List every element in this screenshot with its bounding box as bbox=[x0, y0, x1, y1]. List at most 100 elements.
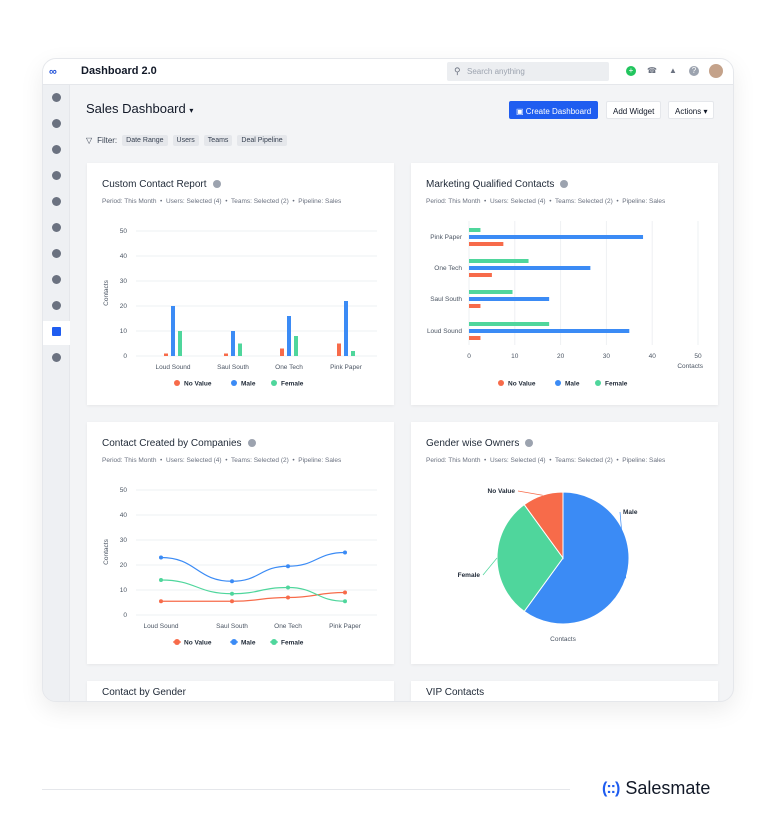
email-icon[interactable] bbox=[52, 275, 61, 284]
app-logo-icon[interactable]: ∞ bbox=[49, 66, 57, 78]
x-axis-label: Contacts bbox=[550, 636, 576, 643]
x-tick-label: 30 bbox=[603, 353, 611, 360]
legend-label: Male bbox=[241, 640, 256, 647]
y-axis-label: Contacts bbox=[103, 538, 110, 564]
pie-leader-line bbox=[517, 490, 543, 496]
help-icon[interactable] bbox=[247, 439, 256, 448]
help-icon[interactable] bbox=[525, 439, 534, 448]
legend-label: No Value bbox=[184, 381, 212, 388]
x-tick-label: Saul South bbox=[217, 364, 249, 371]
products-icon[interactable] bbox=[52, 223, 61, 232]
bar-female bbox=[469, 259, 529, 263]
page-title[interactable]: Sales Dashboard ▾ bbox=[86, 101, 193, 116]
filter-chip-users[interactable]: Users bbox=[172, 135, 199, 146]
card-title-text: Marketing Qualified Contacts bbox=[426, 179, 555, 190]
bar-no-value bbox=[337, 343, 341, 356]
chevron-down-icon: ▾ bbox=[189, 106, 194, 115]
legend-marker-no-value bbox=[174, 380, 180, 386]
meta-users: Users: Selected (4) bbox=[165, 457, 222, 464]
tasks-icon[interactable] bbox=[52, 171, 61, 180]
filter-chip-teams[interactable]: Teams bbox=[203, 135, 233, 146]
card-meta: Period: This Month • Users: Selected (4)… bbox=[102, 457, 342, 464]
card-marketing-qualified-contacts: Marketing Qualified Contacts Period: Thi… bbox=[411, 163, 718, 405]
card-title: Contact by Gender bbox=[102, 687, 186, 698]
brand-name: Salesmate bbox=[625, 778, 711, 798]
companies-icon[interactable] bbox=[52, 145, 61, 154]
dashboard-icon[interactable] bbox=[52, 93, 61, 102]
x-tick-label: 50 bbox=[694, 353, 702, 360]
create-dashboard-button[interactable]: ▣ Create Dashboard bbox=[509, 101, 599, 119]
legend-label: Female bbox=[281, 640, 304, 647]
meta-period: Period: This Month bbox=[426, 198, 481, 205]
actions-button[interactable]: Actions ▾ bbox=[668, 101, 715, 119]
help-icon[interactable]: ? bbox=[689, 66, 699, 76]
legend-label: No Value bbox=[508, 381, 536, 388]
x-tick-label: 20 bbox=[557, 353, 565, 360]
x-tick-label: One Tech bbox=[274, 623, 302, 630]
y-tick-label: 40 bbox=[120, 512, 128, 519]
chart-svg: 0 10 20 30 40 50 Contacts Loud Sound Saul South O… bbox=[103, 228, 377, 388]
meta-period: Period: This Month bbox=[102, 198, 157, 205]
help-icon[interactable] bbox=[212, 180, 221, 189]
pie-slice-female bbox=[496, 503, 564, 613]
card-title-text: Contact Created by Companies bbox=[102, 438, 242, 449]
card-contact-by-gender: Contact by Gender bbox=[87, 681, 394, 701]
filter-icon: ▽ bbox=[86, 136, 93, 145]
meta-pipeline: Pipeline: Sales bbox=[298, 457, 342, 464]
bar-no-value bbox=[469, 304, 481, 308]
pie-label: Female bbox=[458, 572, 481, 579]
search-input[interactable]: ⚲ Search anything bbox=[447, 62, 609, 81]
chat-icon[interactable] bbox=[52, 249, 61, 258]
meta-teams: Teams: Selected (2) bbox=[230, 198, 289, 205]
card-meta: Period: This Month • Users: Selected (4)… bbox=[426, 457, 666, 464]
meta-period: Period: This Month bbox=[426, 457, 481, 464]
bar-male bbox=[287, 316, 291, 356]
inbox-icon[interactable] bbox=[52, 301, 61, 310]
point-male bbox=[159, 555, 163, 560]
bell-icon[interactable]: ▲ bbox=[669, 66, 677, 75]
pie-label: Male bbox=[623, 509, 638, 516]
meta-pipeline: Pipeline: Sales bbox=[298, 198, 342, 205]
phone-icon[interactable]: ☎ bbox=[647, 66, 657, 75]
pie-leader-line bbox=[619, 511, 627, 579]
plus-circle-icon[interactable]: + bbox=[626, 66, 636, 76]
y-tick-label: 50 bbox=[120, 228, 128, 235]
point-male bbox=[230, 579, 234, 584]
card-meta: Period: This Month • Users: Selected (4)… bbox=[102, 198, 342, 205]
point-female bbox=[159, 578, 163, 582]
filter-label: Filter: bbox=[97, 136, 118, 145]
card-title: Gender wise Owners bbox=[426, 438, 534, 449]
card-title: Custom Contact Report bbox=[102, 179, 221, 190]
point-male bbox=[286, 564, 290, 569]
y-tick-label: 10 bbox=[120, 587, 128, 594]
point-male bbox=[343, 550, 347, 555]
more-icon[interactable] bbox=[52, 353, 61, 362]
avatar[interactable] bbox=[709, 64, 723, 78]
filter-chip-deal-pipeline[interactable]: Deal Pipeline bbox=[237, 135, 287, 146]
deals-icon[interactable] bbox=[52, 197, 61, 206]
x-tick-label: Pink Paper bbox=[330, 364, 363, 371]
line-no-value bbox=[160, 591, 346, 602]
legend-marker-no-value bbox=[498, 380, 504, 386]
chart-svg: 0 10 20 30 40 50 Contacts Loud Sound Saul South O… bbox=[103, 487, 377, 647]
bar-female bbox=[238, 343, 242, 356]
y-tick-label: 20 bbox=[120, 562, 128, 569]
create-dashboard-label: Create Dashboard bbox=[525, 107, 592, 116]
legend-marker-no-value bbox=[174, 639, 180, 645]
bar-female bbox=[178, 331, 182, 356]
reports-icon[interactable] bbox=[52, 327, 61, 336]
help-icon[interactable] bbox=[560, 180, 569, 189]
y-tick-label: 30 bbox=[120, 278, 128, 285]
pie-slice-no-value bbox=[523, 491, 564, 560]
contacts-icon[interactable] bbox=[52, 119, 61, 128]
meta-teams: Teams: Selected (2) bbox=[554, 457, 613, 464]
add-widget-button[interactable]: Add Widget bbox=[606, 101, 662, 119]
point-no-value bbox=[286, 595, 290, 600]
filter-chip-date-range[interactable]: Date Range bbox=[122, 135, 168, 146]
y-tick-label: Pink Paper bbox=[430, 234, 463, 241]
bar-no-value bbox=[280, 348, 284, 356]
bar-male bbox=[344, 301, 348, 356]
chevron-down-icon: ▾ bbox=[703, 107, 708, 116]
meta-period: Period: This Month bbox=[102, 457, 157, 464]
x-tick-label: Saul South bbox=[216, 623, 248, 630]
